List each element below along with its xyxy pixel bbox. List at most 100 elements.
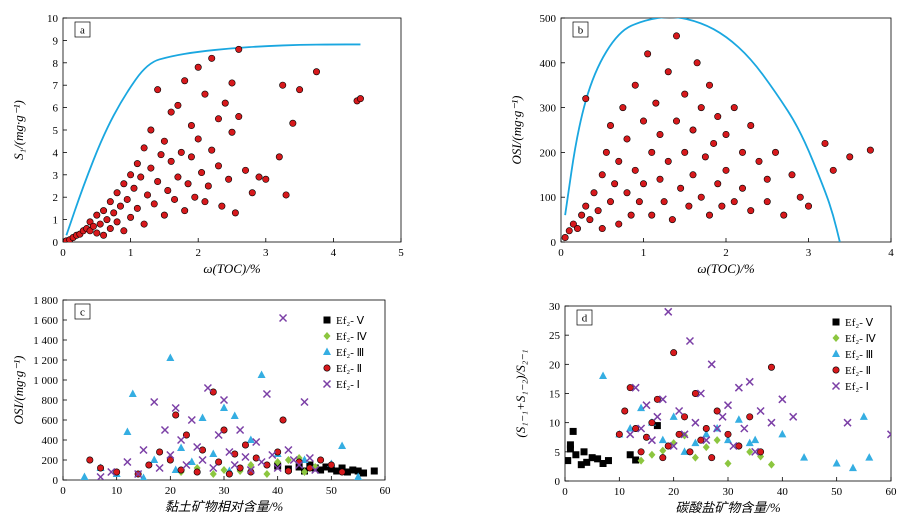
data-point bbox=[697, 436, 705, 444]
data-point bbox=[317, 456, 325, 464]
data-point bbox=[279, 416, 287, 424]
data-point bbox=[681, 148, 689, 156]
data-point bbox=[194, 135, 202, 143]
data-point bbox=[848, 463, 857, 472]
data-point bbox=[231, 450, 239, 458]
data-point bbox=[225, 175, 233, 183]
data-point bbox=[123, 427, 132, 435]
data-point bbox=[230, 411, 239, 419]
data-point bbox=[349, 466, 357, 474]
y-tick-label: 500 bbox=[540, 13, 557, 25]
data-point bbox=[177, 443, 186, 451]
legend-entry: Ef₂- Ⅰ bbox=[336, 379, 360, 391]
data-point bbox=[594, 455, 602, 463]
data-point bbox=[96, 472, 105, 480]
data-point bbox=[354, 472, 363, 480]
data-point bbox=[590, 189, 598, 197]
data-point bbox=[113, 189, 121, 197]
data-point bbox=[338, 464, 346, 472]
data-point bbox=[166, 456, 174, 464]
panel-letter: a bbox=[80, 25, 85, 37]
data-point bbox=[710, 139, 718, 147]
data-point bbox=[228, 128, 236, 136]
data-point bbox=[284, 456, 292, 464]
data-point bbox=[632, 456, 640, 464]
data-point bbox=[171, 465, 180, 473]
data-point bbox=[669, 441, 678, 451]
data-point bbox=[89, 222, 97, 230]
data-point bbox=[164, 186, 172, 194]
data-point bbox=[191, 193, 199, 201]
x-tick-label: 0 bbox=[60, 247, 66, 259]
data-point bbox=[866, 146, 874, 154]
data-point bbox=[187, 457, 196, 465]
legend-entry: Ef₂- Ⅳ bbox=[845, 333, 877, 345]
data-point bbox=[370, 467, 378, 475]
y-tick-label: 200 bbox=[42, 455, 59, 467]
data-point bbox=[767, 418, 776, 427]
data-point bbox=[865, 453, 874, 461]
data-point bbox=[615, 157, 623, 165]
data-point bbox=[230, 460, 239, 470]
data-point bbox=[209, 388, 217, 396]
data-point bbox=[93, 211, 101, 219]
y-tick-label: 5 bbox=[555, 447, 561, 459]
data-point bbox=[659, 454, 667, 462]
data-point bbox=[279, 313, 288, 323]
legend-entry: Ef₂- Ⅴ bbox=[845, 317, 874, 329]
data-point bbox=[664, 157, 672, 165]
data-point bbox=[160, 137, 168, 145]
data-point bbox=[788, 171, 796, 179]
y-axis-label: (S₁₋₁+S₁₋₂)/S₂₋₁ bbox=[513, 349, 528, 437]
data-point bbox=[248, 189, 256, 197]
data-point bbox=[755, 157, 763, 165]
data-point bbox=[778, 395, 787, 404]
y-tick-label: 10 bbox=[549, 418, 561, 430]
y-tick-label: 200 bbox=[540, 147, 557, 159]
y-tick-label: 8 bbox=[53, 58, 59, 70]
data-point bbox=[93, 229, 101, 237]
y-tick-label: 10 bbox=[47, 13, 59, 25]
legend: Ef₂- Ⅴ Ef₂- Ⅳ Ef₂- Ⅲ Ef₂- Ⅱ Ef₂- Ⅰ bbox=[826, 312, 890, 398]
data-point bbox=[150, 455, 159, 463]
data-point bbox=[578, 211, 586, 219]
legend-entry: Ef₂- Ⅱ bbox=[845, 365, 871, 377]
data-point bbox=[220, 426, 228, 434]
data-point bbox=[771, 148, 779, 156]
data-point bbox=[177, 435, 186, 445]
x-tick-label: 0 bbox=[558, 247, 564, 259]
data-point bbox=[228, 79, 236, 87]
data-point bbox=[686, 448, 694, 456]
data-point bbox=[123, 195, 131, 203]
data-point bbox=[103, 216, 111, 224]
data-point bbox=[626, 430, 635, 439]
data-point bbox=[724, 435, 732, 444]
data-point bbox=[724, 459, 732, 468]
data-point bbox=[639, 180, 647, 188]
data-point bbox=[586, 216, 594, 224]
legend-marker bbox=[323, 316, 331, 324]
data-point bbox=[208, 54, 216, 62]
panel-letter: c bbox=[80, 307, 85, 319]
data-point bbox=[602, 148, 610, 156]
data-point bbox=[171, 195, 179, 203]
data-point bbox=[565, 457, 572, 465]
data-point bbox=[354, 467, 362, 475]
data-point bbox=[106, 198, 114, 206]
y-tick-label: 400 bbox=[42, 435, 59, 447]
data-point bbox=[252, 437, 261, 447]
data-point bbox=[611, 180, 619, 188]
y-tick-label: 0 bbox=[53, 475, 59, 487]
data-point bbox=[235, 113, 243, 121]
y-tick-label: 1 800 bbox=[33, 295, 58, 307]
data-point bbox=[738, 184, 746, 192]
data-point bbox=[718, 412, 727, 421]
data-point bbox=[632, 424, 640, 432]
data-point bbox=[305, 453, 314, 463]
data-point bbox=[639, 117, 647, 125]
data-point bbox=[619, 104, 627, 112]
envelope-curve bbox=[65, 43, 361, 236]
data-point bbox=[763, 175, 771, 183]
data-point bbox=[821, 139, 829, 147]
data-point bbox=[804, 202, 812, 210]
